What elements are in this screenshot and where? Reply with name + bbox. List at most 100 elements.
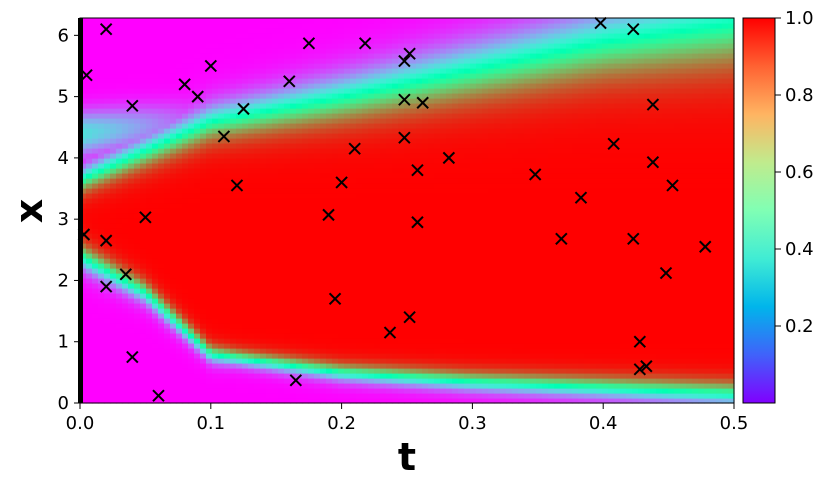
heat-cell bbox=[86, 178, 93, 184]
heat-cell bbox=[356, 323, 363, 329]
heat-cell bbox=[236, 158, 243, 164]
heat-cell bbox=[176, 58, 183, 64]
heat-cell bbox=[278, 283, 285, 289]
heat-cell bbox=[278, 268, 285, 274]
heat-cell bbox=[290, 138, 297, 144]
heat-cell bbox=[128, 253, 135, 259]
heat-cell bbox=[422, 178, 429, 184]
heat-cell bbox=[392, 78, 399, 84]
heat-cell bbox=[194, 213, 201, 219]
heat-cell bbox=[152, 163, 159, 169]
heat-cell bbox=[86, 148, 93, 154]
heat-cell bbox=[218, 333, 225, 339]
heat-cell bbox=[152, 228, 159, 234]
heat-cell bbox=[410, 118, 417, 124]
heat-cell bbox=[188, 253, 195, 259]
heat-cell bbox=[146, 293, 153, 299]
heat-cell bbox=[284, 248, 291, 254]
heat-cell bbox=[134, 393, 141, 399]
heat-cell bbox=[290, 368, 297, 374]
heat-cell bbox=[368, 138, 375, 144]
heat-cell bbox=[128, 313, 135, 319]
heat-cell bbox=[140, 128, 147, 134]
heat-cell bbox=[230, 213, 237, 219]
heat-cell bbox=[116, 378, 123, 384]
heat-cell bbox=[254, 293, 261, 299]
heat-cell bbox=[242, 318, 249, 324]
heat-cell bbox=[272, 268, 279, 274]
heat-cell bbox=[86, 348, 93, 354]
heat-cell bbox=[440, 178, 447, 184]
heat-cell bbox=[158, 178, 165, 184]
heat-cell bbox=[110, 123, 117, 129]
heat-cell bbox=[290, 28, 297, 34]
heat-cell bbox=[464, 108, 471, 114]
heat-cell bbox=[344, 128, 351, 134]
heat-cell bbox=[428, 363, 435, 369]
heat-cell bbox=[440, 308, 447, 314]
heat-cell bbox=[320, 158, 327, 164]
heat-cell bbox=[128, 43, 135, 49]
heat-cell bbox=[356, 73, 363, 79]
heat-cell bbox=[440, 88, 447, 94]
heat-cell bbox=[458, 58, 465, 64]
heat-cell bbox=[374, 333, 381, 339]
heat-cell bbox=[206, 243, 213, 249]
heat-cell bbox=[80, 278, 87, 284]
heat-cell bbox=[296, 348, 303, 354]
heat-cell bbox=[266, 343, 273, 349]
heat-cell bbox=[200, 368, 207, 374]
heat-cell bbox=[164, 208, 171, 214]
heat-cell bbox=[92, 63, 99, 69]
heat-cell bbox=[356, 153, 363, 159]
heat-cell bbox=[368, 383, 375, 389]
heat-cell bbox=[278, 93, 285, 99]
heat-cell bbox=[122, 78, 129, 84]
heat-cell bbox=[290, 158, 297, 164]
heat-cell bbox=[266, 123, 273, 129]
heat-cell bbox=[410, 393, 417, 399]
heat-cell bbox=[386, 208, 393, 214]
heat-cell bbox=[356, 278, 363, 284]
heat-cell bbox=[398, 348, 405, 354]
heat-cell bbox=[116, 88, 123, 94]
heat-cell bbox=[194, 303, 201, 309]
heat-cell bbox=[284, 53, 291, 59]
heat-cell bbox=[320, 138, 327, 144]
heat-cell bbox=[284, 83, 291, 89]
heat-cell bbox=[320, 238, 327, 244]
heat-cell bbox=[122, 173, 129, 179]
heat-cell bbox=[134, 388, 141, 394]
heat-cell bbox=[128, 258, 135, 264]
heat-cell bbox=[284, 378, 291, 384]
heat-cell bbox=[416, 83, 423, 89]
heat-cell bbox=[224, 238, 231, 244]
heat-cell bbox=[356, 138, 363, 144]
heat-cell bbox=[410, 278, 417, 284]
heat-cell bbox=[266, 53, 273, 59]
heat-cell bbox=[386, 43, 393, 49]
heat-cell bbox=[314, 338, 321, 344]
heat-cell bbox=[338, 263, 345, 269]
heat-cell bbox=[452, 173, 459, 179]
heat-cell bbox=[260, 163, 267, 169]
heat-cell bbox=[236, 133, 243, 139]
heat-cell bbox=[458, 53, 465, 59]
heat-cell bbox=[230, 218, 237, 224]
heat-cell bbox=[218, 98, 225, 104]
heat-cell bbox=[224, 363, 231, 369]
heat-cell bbox=[176, 208, 183, 214]
heat-cell bbox=[116, 38, 123, 44]
heat-cell bbox=[230, 103, 237, 109]
heat-cell bbox=[92, 348, 99, 354]
heat-cell bbox=[218, 88, 225, 94]
heat-cell bbox=[260, 203, 267, 209]
heat-cell bbox=[428, 38, 435, 44]
heat-cell bbox=[464, 298, 471, 304]
heat-cell bbox=[254, 223, 261, 229]
heat-cell bbox=[230, 63, 237, 69]
heat-cell bbox=[260, 308, 267, 314]
heat-cell bbox=[158, 213, 165, 219]
heat-cell bbox=[416, 163, 423, 169]
heat-cell bbox=[194, 353, 201, 359]
